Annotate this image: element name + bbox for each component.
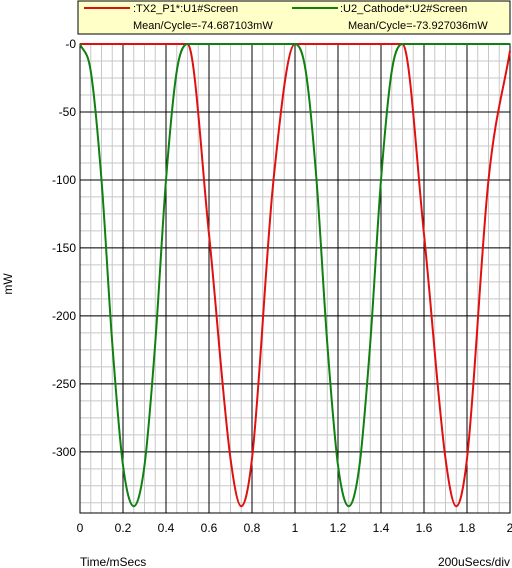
- y-tick-label: -100: [52, 173, 76, 187]
- x-tick-label: 0: [77, 521, 84, 535]
- y-tick-label: -0: [65, 37, 76, 51]
- x-tick-label: 1: [292, 521, 299, 535]
- x-axis-label: Time/mSecs: [80, 555, 146, 568]
- x-tick-label: 2: [507, 521, 512, 535]
- series-line-1: [79, 42, 510, 508]
- x-tick-label: 1.2: [330, 521, 347, 535]
- y-tick-label: -300: [52, 445, 76, 459]
- legend-mean-series-0: Mean/Cycle=-74.687103mW: [133, 20, 273, 32]
- x-tick-label: 0.8: [244, 521, 261, 535]
- y-tick-label: -150: [52, 241, 76, 255]
- legend-box: [77, 0, 511, 35]
- y-axis-ticks: -0 -50 -100 -150 -200 -250 -300: [52, 37, 76, 459]
- y-axis-label: mW: [1, 273, 15, 295]
- y-tick-label: -200: [52, 309, 76, 323]
- legend-label-series-1: :U2_Cathode*:U2#Screen: [340, 3, 467, 15]
- x-tick-label: 1.8: [459, 521, 476, 535]
- y-tick-label: -250: [52, 377, 76, 391]
- legend-label-series-0: :TX2_P1*:U1#Screen: [133, 3, 238, 15]
- x-tick-label: 1.6: [416, 521, 433, 535]
- x-tick-label: 0.6: [201, 521, 218, 535]
- y-tick-label: -50: [59, 105, 77, 119]
- legend: :TX2_P1*:U1#Screen Mean/Cycle=-74.687103…: [77, 0, 511, 35]
- x-scale-label: 200uSecs/div: [438, 555, 510, 568]
- x-axis-ticks: 0 0.2 0.4 0.6 0.8 1 1.2 1.4 1.6 1.8 2: [77, 521, 512, 535]
- x-tick-label: 0.2: [115, 521, 132, 535]
- legend-mean-series-1: Mean/Cycle=-73.927036mW: [348, 20, 488, 32]
- series-layer: [79, 42, 511, 508]
- x-tick-label: 1.4: [373, 521, 390, 535]
- x-tick-label: 0.4: [158, 521, 175, 535]
